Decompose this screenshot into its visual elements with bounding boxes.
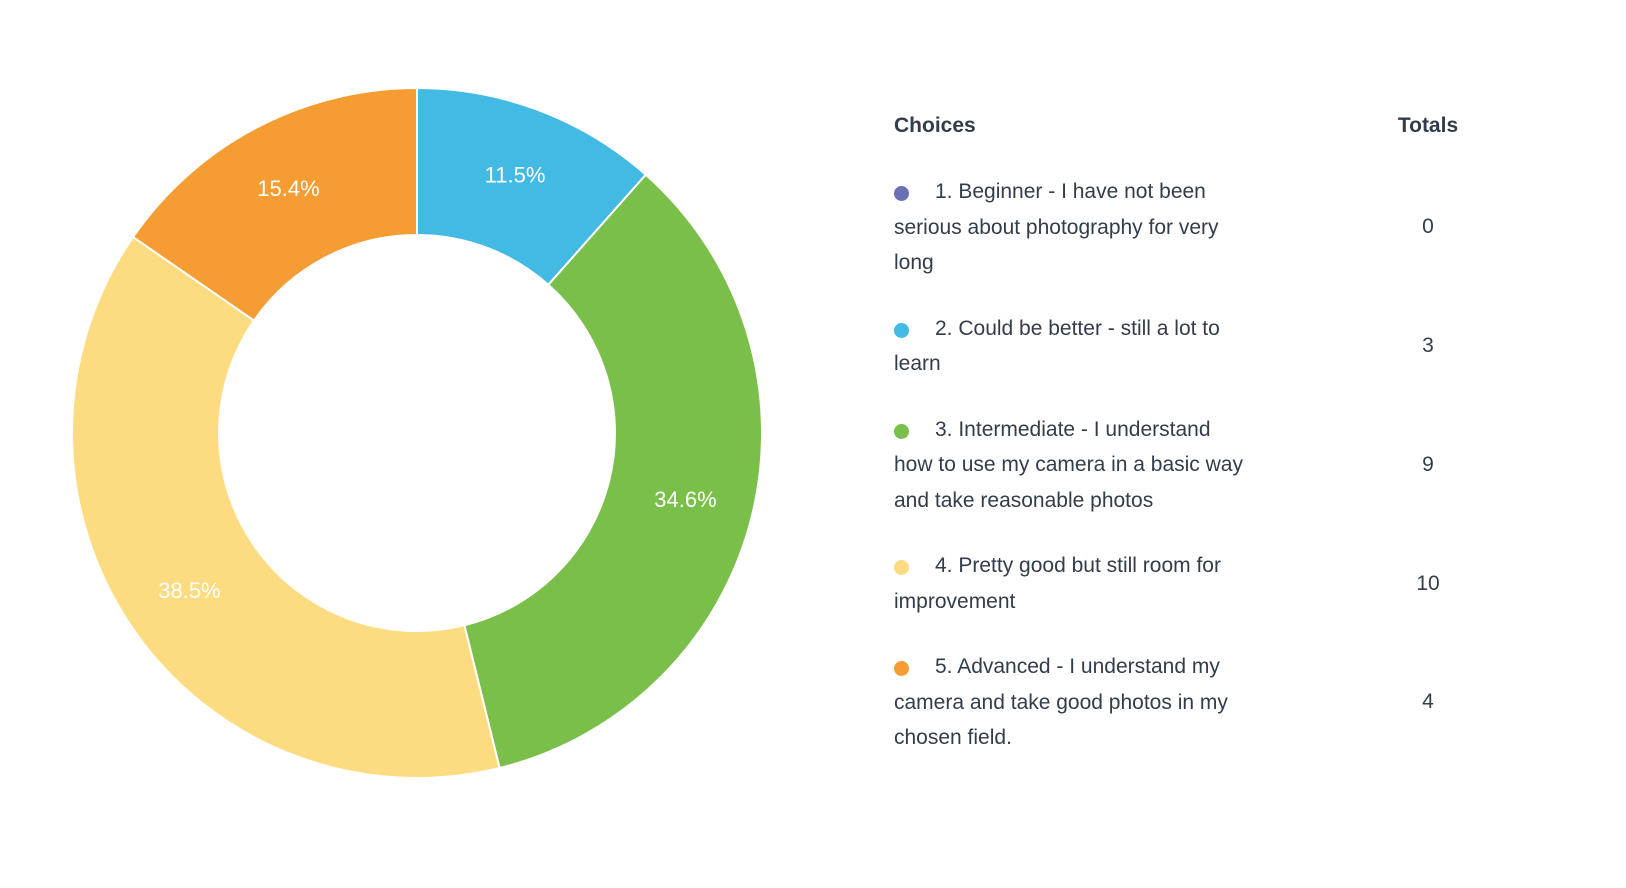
slice-percent-label: 38.5% (158, 578, 220, 603)
legend-row: 4. Pretty good but still room for improv… (894, 548, 1494, 619)
legend-label: 3. Intermediate - I understand how to us… (894, 412, 1244, 519)
legend-label-text: 2. Could be better - still a lot to lear… (894, 316, 1220, 376)
legend-dot-icon (894, 661, 909, 676)
legend-total: 10 (1416, 571, 1440, 595)
legend-label: 1. Beginner - I have not been serious ab… (894, 174, 1244, 281)
legend-dot-icon (894, 423, 909, 439)
slice-percent-label: 34.6% (654, 487, 716, 512)
legend-header: Choices Totals (894, 110, 1494, 144)
legend-rows: 1. Beginner - I have not been serious ab… (894, 174, 1494, 756)
slice-percent-label: 15.4% (257, 176, 319, 201)
legend-total: 9 (1422, 452, 1434, 476)
slice-percent-label: 11.5% (485, 162, 546, 187)
legend-table: Choices Totals 1. Beginner - I have not … (894, 110, 1494, 756)
donut-chart: 11.5% 34.6% 38.5% 15.4% (71, 86, 763, 779)
legend-label-text: 4. Pretty good but still room for improv… (894, 554, 1221, 613)
donut-slice (463, 173, 763, 770)
donut-slice (131, 86, 418, 322)
legend-label: 5. Advanced - I understand my camera and… (894, 649, 1244, 756)
legend-row: 2. Could be better - still a lot to lear… (894, 311, 1494, 382)
donut-slice (71, 235, 501, 779)
legend-total: 3 (1422, 334, 1434, 357)
legend-dot-icon (894, 560, 909, 575)
legend-dot-icon (894, 322, 909, 338)
legend-label-text: 5. Advanced - I understand my camera and… (894, 655, 1228, 749)
choices-header: Choices (894, 114, 976, 137)
legend-total: 0 (1422, 215, 1434, 239)
legend-total: 4 (1422, 690, 1434, 714)
legend-row: 1. Beginner - I have not been serious ab… (894, 174, 1494, 281)
legend-label: 2. Could be better - still a lot to lear… (894, 311, 1244, 382)
legend-row: 3. Intermediate - I understand how to us… (894, 412, 1494, 519)
totals-header: Totals (1397, 114, 1459, 137)
legend-dot-icon (894, 186, 909, 201)
legend-label: 4. Pretty good but still room for improv… (894, 548, 1244, 619)
legend-row: 5. Advanced - I understand my camera and… (894, 649, 1494, 756)
legend-label-text: 3. Intermediate - I understand how to us… (894, 417, 1243, 512)
legend-label-text: 1. Beginner - I have not been serious ab… (894, 180, 1219, 274)
